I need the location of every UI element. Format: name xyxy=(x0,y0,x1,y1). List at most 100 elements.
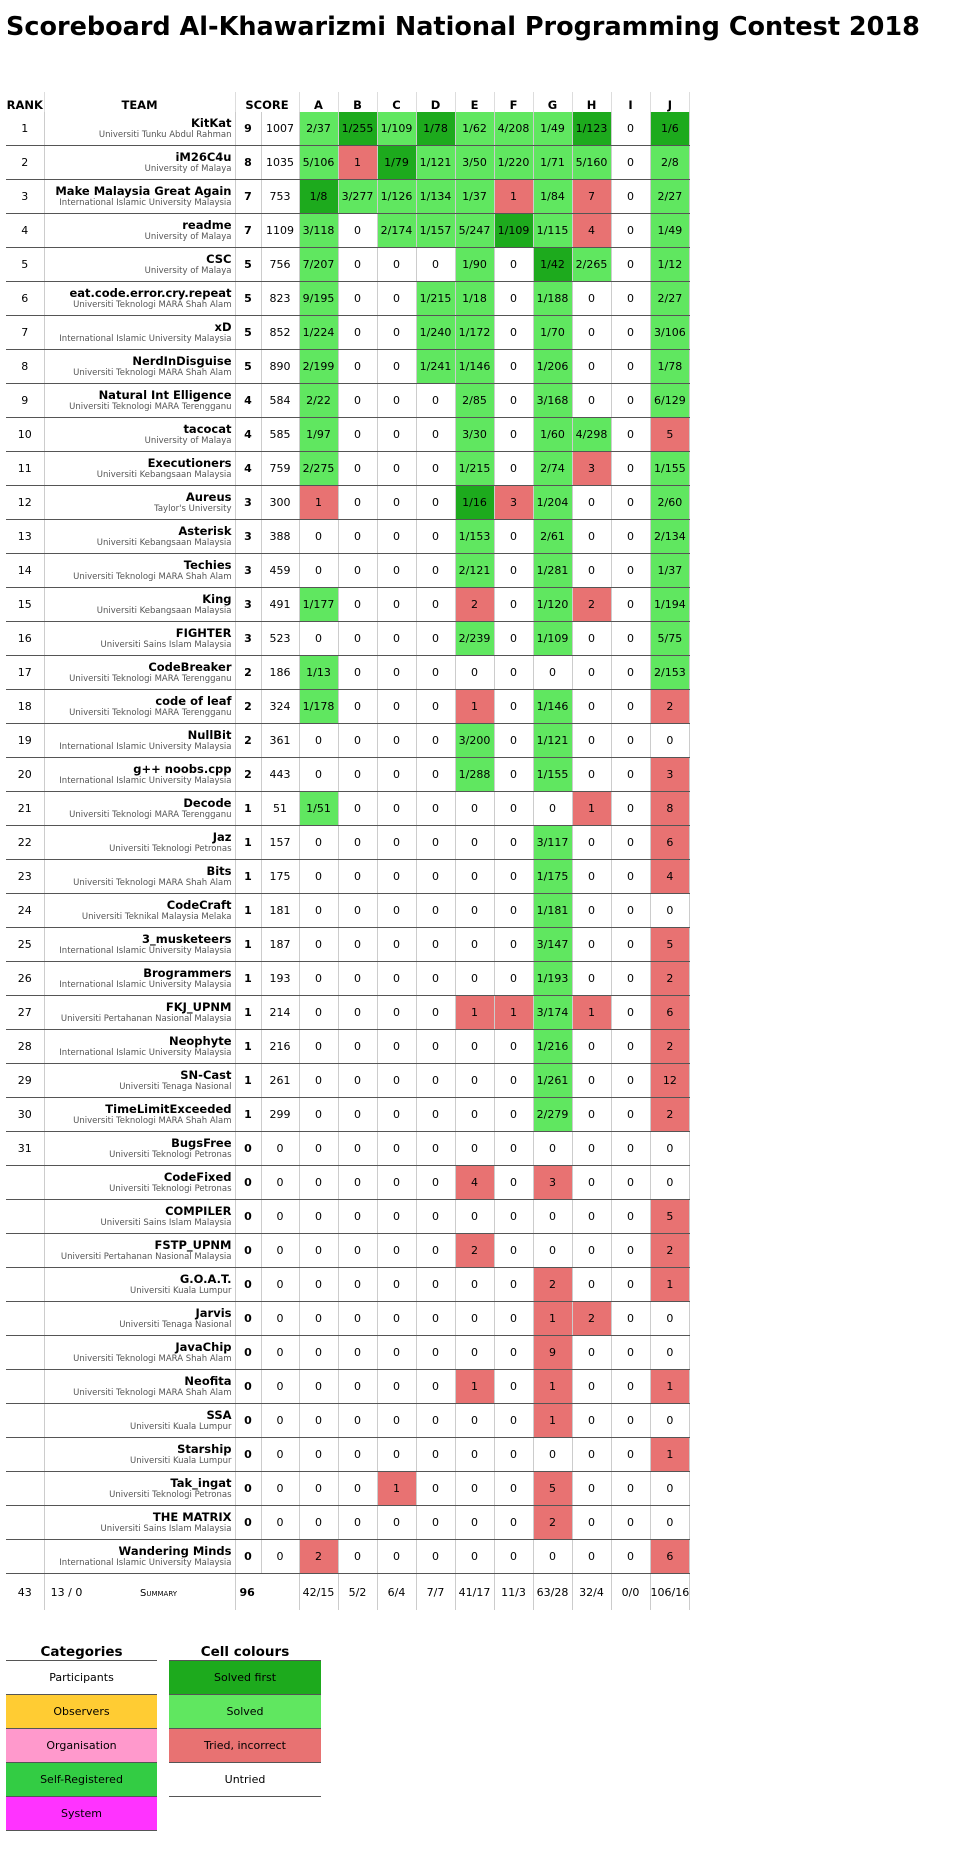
penalty: 0 xyxy=(261,1369,300,1404)
penalty: 0 xyxy=(261,1437,300,1472)
problem-cell: 0 xyxy=(611,1097,651,1132)
team-cell: FKJ_UPNM Universiti Pertahanan Nasional M… xyxy=(44,995,236,1030)
problem-cell: 2/134 xyxy=(650,519,691,554)
problem-cell: 0 xyxy=(416,383,456,418)
problem-cell: 0 xyxy=(338,1131,378,1166)
problem-cell: 0 xyxy=(611,1063,651,1098)
problem-cell: 0 xyxy=(572,927,612,962)
problem-cell: 1/157 xyxy=(416,213,456,248)
problem-cell: 0 xyxy=(611,1539,651,1574)
team-name: code of leaf xyxy=(155,694,232,708)
problem-cell: 0 xyxy=(494,1097,534,1132)
penalty: 0 xyxy=(261,1539,300,1574)
problem-cell: 0 xyxy=(494,927,534,962)
problem-cell: 0 xyxy=(299,1505,339,1540)
problem-cell: 2 xyxy=(650,1029,691,1064)
summary-problem: 63/28 xyxy=(533,1573,573,1610)
legend-row: System xyxy=(6,1796,157,1831)
problem-cell: 1 xyxy=(455,995,495,1030)
problem-cell: 1/42 xyxy=(533,247,573,282)
problem-cell: 0 xyxy=(611,383,651,418)
team-row: 18 code of leaf Universiti Teknologi MARA … xyxy=(6,689,691,724)
problem-cell: 0 xyxy=(299,1301,339,1336)
problem-cell: 1/206 xyxy=(533,349,573,384)
problem-cell: 0 xyxy=(416,1029,456,1064)
summary-problem: 42/15 xyxy=(299,1573,339,1610)
team-name: SSA xyxy=(206,1408,232,1422)
problem-cell: 0 xyxy=(572,961,612,996)
problem-cell: 0 xyxy=(416,757,456,792)
problem-cell: 0 xyxy=(572,1403,612,1438)
problem-cell: 1/79 xyxy=(377,145,417,180)
team-row: Jarvis Universiti Tenaga Nasional 0 0 0 0 0 0 0 0… xyxy=(6,1301,691,1336)
solved-count: 2 xyxy=(235,757,262,792)
solved-count: 4 xyxy=(235,417,262,452)
problem-cell: 0 xyxy=(377,1301,417,1336)
penalty: 388 xyxy=(261,519,300,554)
problem-cell: 1 xyxy=(377,1471,417,1506)
problem-cell: 3/50 xyxy=(455,145,495,180)
penalty: 0 xyxy=(261,1199,300,1234)
problem-cell: 9/195 xyxy=(299,281,339,316)
problem-cell: 0 xyxy=(377,961,417,996)
rank xyxy=(6,1471,45,1506)
rank: 11 xyxy=(6,451,45,486)
problem-cell: 0 xyxy=(299,1097,339,1132)
problem-cell: 1 xyxy=(533,1403,573,1438)
summary-problem: 5/2 xyxy=(338,1573,378,1610)
problem-cell: 0 xyxy=(338,655,378,690)
team-cell: Make Malaysia Great Again International I… xyxy=(44,179,236,214)
team-name: FSTP_UPNM xyxy=(154,1238,232,1252)
team-name: TimeLimitExceeded xyxy=(105,1102,232,1116)
team-row: 5 CSC University of Malaya 5 756 7/207 0 0 0 1/90… xyxy=(6,247,691,282)
team-affiliation: Universiti Kuala Lumpur xyxy=(130,1422,232,1432)
problem-cell: 0 xyxy=(338,1165,378,1200)
solved-count: 3 xyxy=(235,621,262,656)
problem-cell: 1/155 xyxy=(650,451,691,486)
team-affiliation: Taylor's University xyxy=(154,504,232,514)
team-name: FIGHTER xyxy=(175,626,232,640)
solved-count: 4 xyxy=(235,383,262,418)
problem-cell: 0 xyxy=(611,961,651,996)
summary-problem: 0/0 xyxy=(611,1573,651,1610)
problem-cell: 0 xyxy=(494,1301,534,1336)
problem-cell: 0 xyxy=(455,1471,495,1506)
problem-cell: 5 xyxy=(533,1471,573,1506)
problem-cell: 0 xyxy=(299,621,339,656)
solved-count: 5 xyxy=(235,315,262,350)
problem-cell: 1/126 xyxy=(377,179,417,214)
legend-row: Solved first xyxy=(169,1660,321,1695)
problem-cell: 1/181 xyxy=(533,893,573,928)
team-affiliation: Universiti Teknologi MARA Shah Alam xyxy=(73,368,232,378)
problem-cell: 0 xyxy=(416,1267,456,1302)
problem-cell: 0 xyxy=(338,791,378,826)
problem-cell: 0 xyxy=(572,1505,612,1540)
problem-cell: 0 xyxy=(494,655,534,690)
legend-row: Untried xyxy=(169,1762,321,1797)
penalty: 0 xyxy=(261,1335,300,1370)
problem-cell: 0 xyxy=(494,1029,534,1064)
solved-count: 9 xyxy=(235,112,262,146)
rank: 29 xyxy=(6,1063,45,1098)
team-row: FSTP_UPNM Universiti Pertahanan Nasional … xyxy=(6,1233,691,1268)
team-affiliation: Universiti Sains Islam Malaysia xyxy=(100,640,232,650)
penalty: 299 xyxy=(261,1097,300,1132)
problem-cell: 0 xyxy=(494,723,534,758)
problem-cell: 0 xyxy=(416,1301,456,1336)
problem-cell: 0 xyxy=(377,1131,417,1166)
problem-cell: 0 xyxy=(572,1335,612,1370)
problem-cell: 0 xyxy=(377,1199,417,1234)
team-row: 30 TimeLimitExceeded Universiti Teknologi … xyxy=(6,1097,691,1132)
solved-count: 0 xyxy=(235,1267,262,1302)
problem-cell: 2 xyxy=(650,689,691,724)
team-row: 1 KitKat Universiti Tunku Abdul Rahman 9 100… xyxy=(6,112,691,146)
problem-cell: 0 xyxy=(611,689,651,724)
problem-cell: 0 xyxy=(338,995,378,1030)
problem-cell: 0 xyxy=(611,655,651,690)
problem-cell: 0 xyxy=(416,519,456,554)
team-name: Aureus xyxy=(185,490,232,504)
penalty: 261 xyxy=(261,1063,300,1098)
team-row: 7 xD International Islamic University Mala… xyxy=(6,315,691,350)
team-affiliation: International Islamic University Malaysi… xyxy=(59,334,232,344)
penalty: 584 xyxy=(261,383,300,418)
